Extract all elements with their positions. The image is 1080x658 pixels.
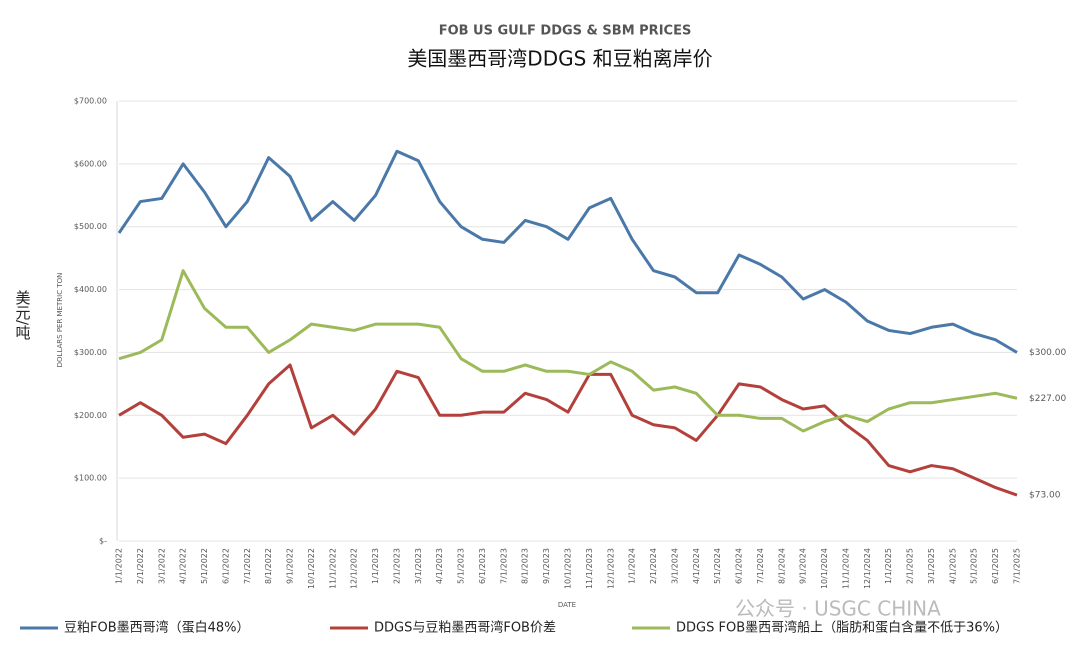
- end-label: $300.00: [1029, 348, 1066, 358]
- x-tick-label: 4/1/2024: [692, 548, 701, 584]
- x-tick-label: 11/1/2023: [585, 548, 594, 589]
- y-tick-label: $100.00: [74, 474, 107, 483]
- y-tick-label: $200.00: [74, 411, 107, 420]
- x-tick-label: 3/1/2023: [414, 548, 423, 584]
- x-tick-label: 6/1/2023: [478, 548, 487, 584]
- x-tick-label: 9/1/2023: [542, 548, 551, 584]
- x-tick-label: 10/1/2023: [564, 548, 573, 589]
- x-tick-label: 1/1/2024: [628, 548, 637, 584]
- legend-label: 豆粕FOB墨西哥湾（蛋白48%）: [64, 620, 250, 636]
- chart-subtitle: 美国墨西哥湾DDGS 和豆粕离岸价: [407, 47, 712, 71]
- x-tick-label: 7/1/2023: [499, 548, 508, 584]
- x-tick-label: 2/1/2023: [392, 548, 401, 584]
- x-tick-label: 4/1/2025: [948, 548, 957, 584]
- end-label: $227.00: [1029, 394, 1066, 404]
- x-tick-label: 8/1/2023: [521, 548, 530, 584]
- x-tick-label: 3/1/2024: [670, 548, 679, 584]
- y-unit-label: 美元/吨: [14, 290, 32, 340]
- x-tick-label: 8/1/2022: [264, 548, 273, 584]
- x-tick-label: 2/1/2024: [649, 548, 658, 584]
- end-label: $73.00: [1029, 491, 1061, 501]
- y-tick-label: $500.00: [74, 222, 107, 231]
- x-axis-label: DATE: [558, 601, 576, 609]
- x-tick-label: 3/1/2022: [157, 548, 166, 584]
- x-tick-label: 1/1/2022: [115, 548, 124, 584]
- y-tick-label: $300.00: [74, 348, 107, 357]
- x-tick-label: 6/1/2022: [221, 548, 230, 584]
- y-tick-label: $-: [99, 537, 107, 546]
- x-tick-label: 6/1/2025: [991, 548, 1000, 584]
- x-tick-label: 7/1/2022: [243, 548, 252, 584]
- y-tick-label: $600.00: [74, 159, 107, 168]
- x-tick-label: 6/1/2024: [735, 548, 744, 584]
- x-tick-label: 7/1/2024: [756, 548, 765, 584]
- x-tick-label: 5/1/2025: [970, 548, 979, 584]
- y-tick-label: $400.00: [74, 285, 107, 294]
- x-tick-label: 10/1/2024: [820, 548, 829, 589]
- x-tick-label: 10/1/2022: [307, 548, 316, 589]
- x-tick-label: 5/1/2022: [200, 548, 209, 584]
- x-tick-label: 11/1/2022: [328, 548, 337, 589]
- x-tick-label: 1/1/2025: [884, 548, 893, 584]
- x-tick-label: 4/1/2022: [179, 548, 188, 584]
- series-line: [117, 149, 1018, 354]
- x-tick-label: 3/1/2025: [927, 548, 936, 584]
- x-tick-label: 1/1/2023: [371, 548, 380, 584]
- x-tick-label: 9/1/2024: [799, 548, 808, 584]
- x-tick-label: 2/1/2022: [136, 548, 145, 584]
- x-tick-label: 2/1/2025: [906, 548, 915, 584]
- x-tick-label: 5/1/2024: [713, 548, 722, 584]
- series-line: [118, 269, 1018, 433]
- x-tick-label: 11/1/2024: [841, 548, 850, 589]
- legend-label: DDGS FOB墨西哥湾船上（脂肪和蛋白含量不低于36%）: [676, 620, 1008, 636]
- x-tick-label: 4/1/2023: [435, 548, 444, 584]
- x-tick-label: 7/1/2025: [1013, 548, 1022, 584]
- legend-label: DDGS与豆粕墨西哥湾FOB价差: [374, 620, 556, 636]
- x-tick-label: 12/1/2024: [863, 548, 872, 589]
- x-tick-label: 12/1/2022: [350, 548, 359, 589]
- series-line: [118, 363, 1018, 497]
- x-tick-label: 9/1/2022: [286, 548, 295, 584]
- chart-title: FOB US GULF DDGS & SBM PRICES: [439, 24, 692, 39]
- y-axis-label: DOLLARS PER METRIC TON: [56, 273, 64, 368]
- y-tick-label: $700.00: [74, 97, 107, 106]
- watermark: 公众号 · USGC CHINA: [735, 597, 941, 621]
- x-tick-label: 5/1/2023: [457, 548, 466, 584]
- x-tick-label: 8/1/2024: [777, 548, 786, 584]
- x-tick-label: 12/1/2023: [606, 548, 615, 589]
